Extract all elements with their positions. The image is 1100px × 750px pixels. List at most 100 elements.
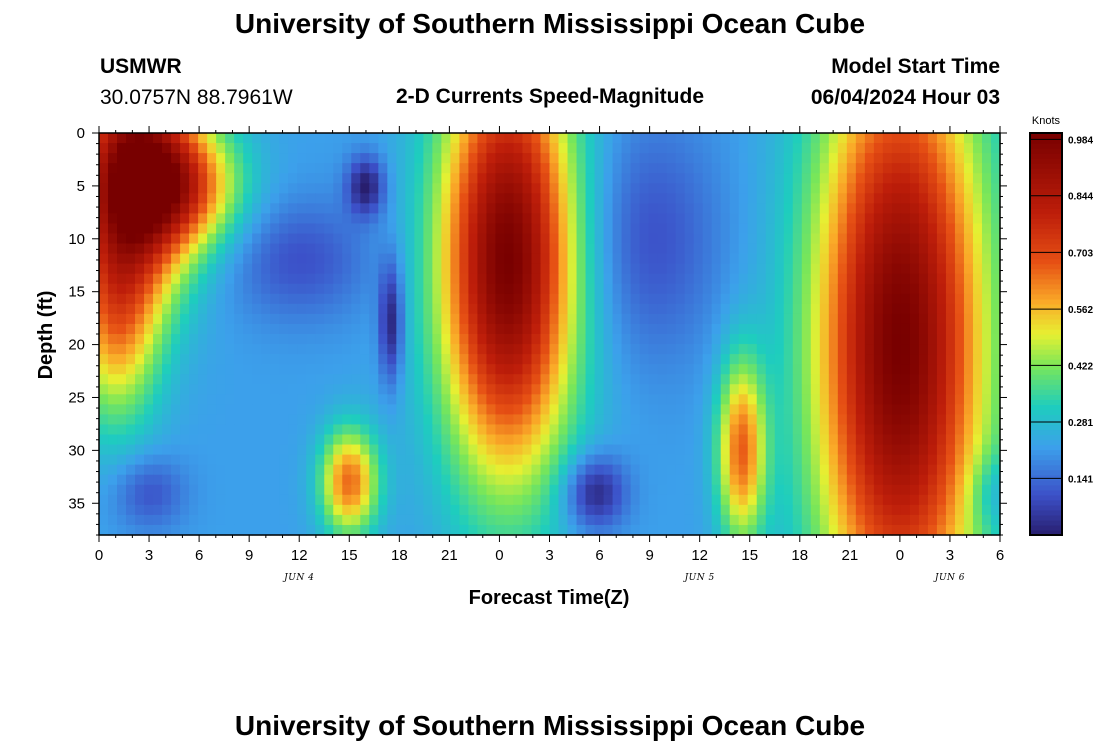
heatmap-cell xyxy=(351,464,361,476)
heatmap-cell xyxy=(846,404,857,415)
heatmap-cell xyxy=(216,444,226,456)
heatmap-cell xyxy=(738,163,749,174)
heatmap-cell xyxy=(585,344,596,355)
heatmap-cell xyxy=(918,374,929,385)
heatmap-cell xyxy=(423,504,433,516)
heatmap-cell xyxy=(171,263,181,275)
heatmap-cell xyxy=(648,233,659,245)
heatmap-cell xyxy=(810,474,821,486)
heatmap-cell xyxy=(549,263,560,275)
heatmap-cell xyxy=(180,193,190,204)
heatmap-cell xyxy=(243,213,253,225)
heatmap-cell xyxy=(909,364,920,375)
heatmap-cell xyxy=(360,464,370,476)
heatmap-cell xyxy=(504,133,515,144)
heatmap-cell xyxy=(549,163,560,174)
heatmap-cell xyxy=(360,454,370,466)
heatmap-cell xyxy=(729,263,740,275)
heatmap-cell xyxy=(261,394,271,405)
heatmap-cell xyxy=(729,193,740,204)
heatmap-cell xyxy=(549,253,560,265)
heatmap-cell xyxy=(747,484,758,496)
heatmap-cell xyxy=(909,354,920,365)
heatmap-cell xyxy=(630,273,641,285)
heatmap-cell xyxy=(675,293,686,305)
heatmap-cell xyxy=(549,364,560,375)
heatmap-cell xyxy=(171,374,181,385)
heatmap-cell xyxy=(306,454,316,466)
heatmap-cell xyxy=(99,293,109,305)
heatmap-cell xyxy=(621,364,632,375)
heatmap-cell xyxy=(675,283,686,295)
heatmap-cell xyxy=(468,384,479,395)
heatmap-cell xyxy=(108,223,118,235)
heatmap-cell xyxy=(306,303,316,315)
heatmap-cell xyxy=(135,233,145,245)
heatmap-cell xyxy=(864,223,875,235)
heatmap-cell xyxy=(927,173,938,184)
heatmap-cell xyxy=(945,253,956,265)
x-tick-label: 9 xyxy=(645,547,653,564)
heatmap-cell xyxy=(774,444,785,456)
heatmap-cell xyxy=(531,514,542,526)
heatmap-cell xyxy=(351,323,361,335)
heatmap-cell xyxy=(333,163,343,174)
heatmap-cell xyxy=(252,444,262,456)
heatmap-cell xyxy=(882,153,893,164)
heatmap-cell xyxy=(495,344,506,355)
heatmap-cell xyxy=(153,223,163,235)
heatmap-cell xyxy=(162,153,172,164)
heatmap-cell xyxy=(486,223,497,235)
heatmap-cell xyxy=(459,193,470,204)
heatmap-cell xyxy=(720,494,731,506)
heatmap-cell xyxy=(351,524,361,536)
heatmap-cell xyxy=(405,273,415,285)
heatmap-cell xyxy=(864,263,875,275)
heatmap-cell xyxy=(234,414,244,426)
heatmap-cell xyxy=(900,173,911,184)
heatmap-cell xyxy=(684,354,695,365)
heatmap-cell xyxy=(783,484,794,496)
heatmap-cell xyxy=(405,293,415,305)
heatmap-cell xyxy=(675,163,686,174)
heatmap-cell xyxy=(315,193,325,204)
heatmap-cell xyxy=(531,344,542,355)
heatmap-cell xyxy=(432,173,442,184)
heatmap-cell xyxy=(459,253,470,265)
heatmap-cell xyxy=(306,183,316,194)
heatmap-cell xyxy=(117,524,127,536)
heatmap-cell xyxy=(432,424,442,436)
heatmap-cell xyxy=(711,424,722,436)
heatmap-cell xyxy=(153,153,163,164)
heatmap-cell xyxy=(153,243,163,255)
heatmap-cell xyxy=(99,394,109,405)
heatmap-cell xyxy=(216,484,226,496)
heatmap-cell xyxy=(846,183,857,194)
heatmap-cell xyxy=(666,474,677,486)
heatmap-cell xyxy=(792,193,803,204)
heatmap-cell xyxy=(783,354,794,365)
heatmap-cell xyxy=(747,263,758,275)
heatmap-cell xyxy=(810,143,821,154)
heatmap-cell xyxy=(774,263,785,275)
heatmap-cell xyxy=(729,394,740,405)
heatmap-cell xyxy=(927,394,938,405)
heatmap-cell xyxy=(252,514,262,526)
heatmap-cell xyxy=(585,163,596,174)
heatmap-cell xyxy=(873,474,884,486)
heatmap-cell xyxy=(126,223,136,235)
heatmap-cell xyxy=(621,163,632,174)
heatmap-cell xyxy=(711,213,722,225)
heatmap-cell xyxy=(648,293,659,305)
heatmap-cell xyxy=(279,153,289,164)
heatmap-cell xyxy=(297,484,307,496)
heatmap-cell xyxy=(630,253,641,265)
heatmap-cell xyxy=(603,183,614,194)
heatmap-cell xyxy=(378,263,388,275)
heatmap-cell xyxy=(738,334,749,345)
heatmap-cell xyxy=(171,424,181,436)
heatmap-cell xyxy=(522,414,533,426)
heatmap-cell xyxy=(432,133,442,144)
heatmap-cell xyxy=(567,273,578,285)
heatmap-cell xyxy=(765,143,776,154)
